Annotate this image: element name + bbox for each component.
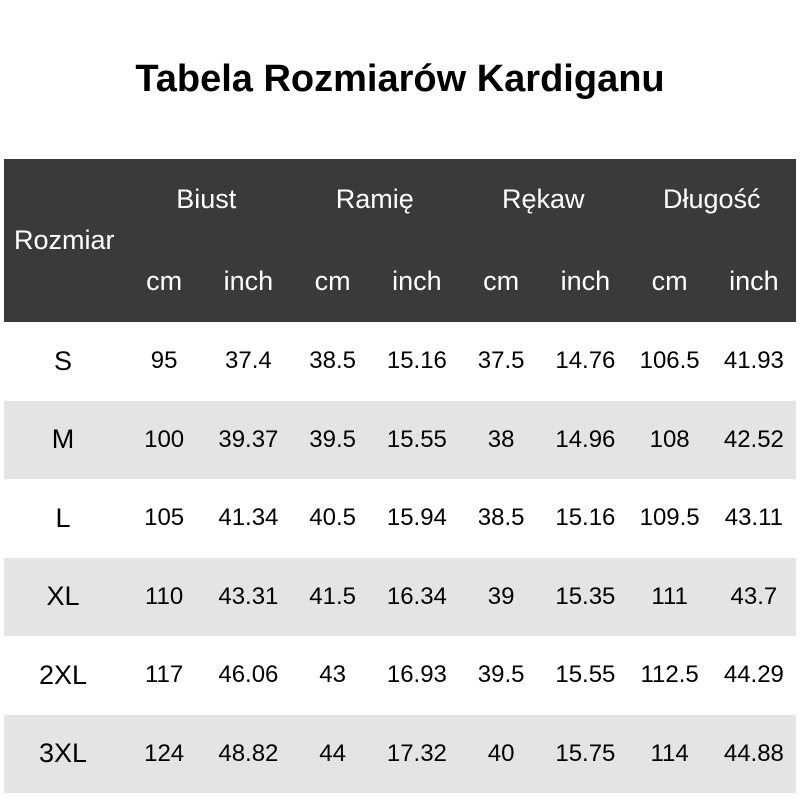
value-cell: 15.35: [555, 582, 616, 610]
value-cell: 15.94: [386, 504, 447, 532]
group-header-dlugosc: Długość: [627, 159, 796, 240]
value-cell: 41.5: [309, 582, 356, 610]
value-cell: 48.82: [218, 739, 279, 767]
size-cell: 3XL: [38, 738, 88, 769]
unit-header-inch: inch: [374, 240, 459, 322]
table-row-s: S 95 37.4 38.5 15.16 37.5 14.76 106.5 41…: [4, 322, 796, 401]
table-row-m: M 100 39.37 39.5 15.55 38 14.96 108 42.5…: [4, 400, 796, 479]
value-cell: 42.52: [723, 425, 784, 453]
value-cell: 15.16: [555, 504, 616, 532]
value-cell: 106.5: [639, 347, 700, 375]
value-cell: 15.55: [555, 661, 616, 689]
value-cell: 124: [144, 739, 185, 767]
group-header-rekaw: Rękaw: [459, 159, 628, 240]
value-cell: 15.55: [386, 425, 447, 453]
value-cell: 114: [650, 739, 689, 767]
value-cell: 105: [144, 504, 185, 532]
unit-header-cm: cm: [122, 240, 207, 322]
value-cell: 117: [144, 661, 184, 689]
value-cell: 41.93: [723, 347, 784, 375]
group-header-row: Rozmiar Biust Ramię Rękaw Długość: [4, 159, 796, 322]
size-cell: XL: [46, 581, 80, 612]
value-cell: 43.7: [730, 582, 778, 610]
value-cell: 95: [150, 347, 178, 375]
value-cell: 40.5: [309, 504, 356, 532]
page-title: Tabela Rozmiarów Kardiganu: [135, 58, 665, 100]
value-cell: 16.93: [386, 661, 447, 689]
value-cell: 44.88: [723, 739, 784, 767]
value-cell: 100: [144, 425, 185, 453]
unit-header-inch: inch: [206, 240, 291, 322]
value-cell: 109.5: [639, 504, 700, 532]
size-cell: M: [51, 424, 75, 455]
value-cell: 43: [319, 661, 346, 689]
value-cell: 108: [649, 425, 690, 453]
table-row-3xl: 3XL 124 48.82 44 17.32 40 15.75 114 44.8…: [4, 714, 796, 793]
value-cell: 39: [487, 582, 515, 610]
unit-header-cm: cm: [459, 240, 544, 322]
value-cell: 44: [319, 739, 346, 767]
value-cell: 37.4: [225, 347, 272, 375]
value-cell: 16.34: [386, 582, 447, 610]
value-cell: 17.32: [386, 739, 447, 767]
unit-header-cm: cm: [627, 240, 712, 322]
table-row-2xl: 2XL 117 46.06 43 16.93 39.5 15.55 112.5 …: [4, 636, 796, 715]
value-cell: 112.5: [640, 661, 699, 689]
value-cell: 40: [487, 739, 515, 767]
value-cell: 39.5: [309, 425, 356, 453]
unit-header-inch: inch: [543, 240, 628, 322]
size-cell: S: [53, 345, 72, 376]
value-cell: 38.5: [477, 504, 525, 532]
value-cell: 39.37: [218, 425, 279, 453]
size-cell: 2XL: [38, 659, 88, 690]
unit-header-row: cm inch cm inch cm inch cm inch: [4, 240, 796, 322]
unit-header-cm: cm: [290, 240, 375, 322]
value-cell: 43.11: [724, 504, 784, 532]
table-header: Rozmiar Biust Ramię Rękaw Długość cm inc…: [4, 159, 796, 322]
value-cell: 38.5: [309, 347, 356, 375]
value-cell: 44.29: [723, 661, 784, 689]
value-cell: 43.31: [218, 582, 279, 610]
value-cell: 15.75: [555, 739, 616, 767]
value-cell: 38: [487, 425, 515, 453]
table-row-xl: XL 110 43.31 41.5 16.34 39 15.35 111 43.…: [4, 557, 796, 636]
value-cell: 41.34: [218, 504, 279, 532]
value-cell: 14.96: [555, 425, 616, 453]
table-body: S 95 37.4 38.5 15.16 37.5 14.76 106.5 41…: [4, 322, 796, 793]
group-header-ramie: Ramię: [290, 159, 459, 240]
value-cell: 39.5: [477, 661, 525, 689]
value-cell: 14.76: [555, 347, 616, 375]
size-chart-table: Rozmiar Biust Ramię Rękaw Długość cm inc…: [4, 159, 796, 793]
unit-header-inch: inch: [711, 240, 796, 322]
value-cell: 110: [144, 582, 184, 610]
value-cell: 37.5: [477, 347, 525, 375]
value-cell: 46.06: [218, 661, 279, 689]
size-column-header: Rozmiar: [4, 159, 122, 322]
table-row-l: L 105 41.34 40.5 15.94 38.5 15.16 109.5 …: [4, 479, 796, 558]
value-cell: 15.16: [386, 347, 447, 375]
group-header-biust: Biust: [122, 159, 291, 240]
size-cell: L: [55, 502, 71, 533]
value-cell: 111: [651, 582, 688, 610]
